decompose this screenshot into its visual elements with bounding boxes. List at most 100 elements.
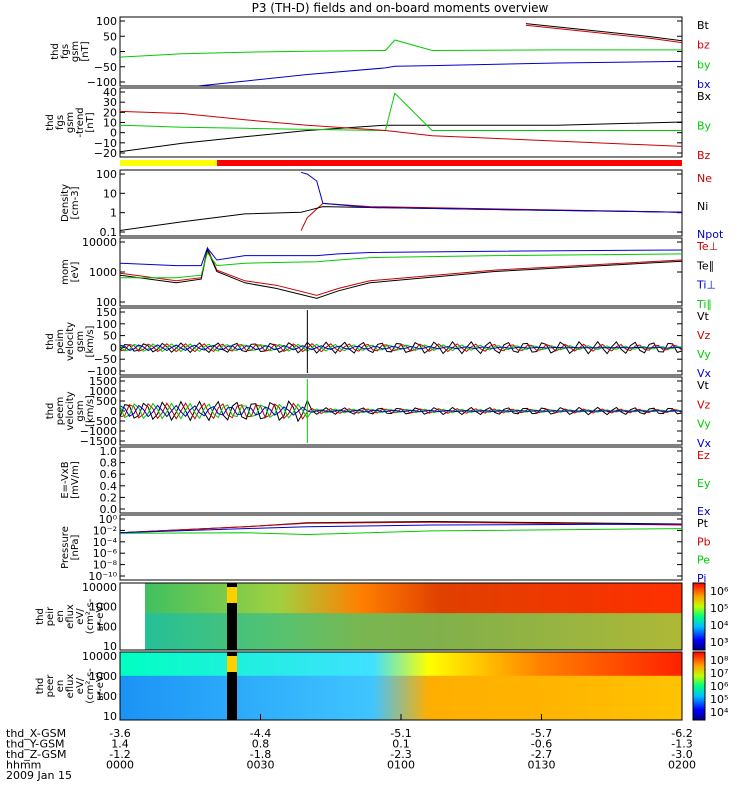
y-tick-label: 0 (110, 341, 117, 354)
legend-Ex: Ex (697, 505, 711, 518)
legend-bx: bx (697, 78, 711, 91)
y-tick-label: 10 (103, 187, 117, 200)
y-axis-label-line: -trend (75, 107, 86, 137)
series-line-by (120, 39, 682, 58)
y-axis-label-line: [nT] (80, 41, 91, 61)
y-axis-label: thd peem velocity gsm [km/s] (45, 391, 96, 430)
y-tick-label: 50 (103, 30, 117, 43)
y-axis-label: Pressure [nPa] (60, 526, 81, 569)
y-tick-label: 500 (96, 395, 117, 408)
colorbar-tick-label: 10⁴ (710, 619, 729, 632)
y-tick-label: 10⁰ (99, 513, 118, 526)
colorbar-tick-label: 10⁴ (710, 706, 729, 719)
y-tick-label: 0 (110, 405, 117, 418)
legend-Bt: Bt (697, 19, 710, 32)
y-axis-label-line: en (55, 610, 66, 623)
panel-e_vxb: 1.00.80.60.40.20.0 E=-VxB [mV/m] Ez Ey Ex (60, 445, 711, 518)
y-tick-label: 10⁻⁶ (93, 547, 118, 560)
series-group (120, 246, 682, 299)
x-row-label: hhmm (6, 759, 41, 772)
y-axis-label-line: [km/s] (85, 325, 96, 357)
series-line-Npot (300, 171, 682, 213)
x-row-label: thd_X-GSM (6, 727, 66, 740)
data-gap-bar (227, 583, 237, 650)
x-row-label: thd_Z-GSM (6, 748, 66, 761)
x-row-value: 0100 (387, 759, 415, 772)
y-axis-label-line: eflux (65, 674, 76, 699)
y-axis-label-line: peir (45, 606, 56, 626)
series-line-Te∥ (120, 248, 682, 299)
series-group (120, 171, 682, 231)
panel-frame (119, 16, 683, 87)
legend-Ti∥: Ti∥ (696, 298, 712, 311)
y-axis-label-line: (cm²-s- (85, 598, 96, 634)
series-line-Vx (120, 344, 682, 352)
y-axis-label-line: thd (45, 403, 56, 420)
y-tick-label: 10 (103, 640, 117, 653)
series-line-Te⊥ (120, 246, 682, 296)
panel-frame (119, 307, 683, 376)
x-row-label: thd_Y-GSM (6, 738, 65, 751)
y-tick-label: 50 (103, 330, 117, 343)
legend-Pt: Pt (697, 517, 709, 530)
y-tick-label: −10 (94, 137, 117, 150)
colorbar-tick-label: 10⁵ (710, 602, 728, 615)
y-tick-label: 0 (110, 46, 117, 59)
y-tick-label: 10000 (82, 236, 117, 249)
x-row-value: 0000 (106, 759, 134, 772)
legend-Bx: Bx (697, 90, 712, 103)
panel-frame (119, 446, 683, 514)
series-line-Pi (120, 523, 682, 534)
y-axis-label-line: velocity (65, 322, 76, 361)
legend-Vy: Vy (697, 348, 711, 361)
legend-Vy: Vy (697, 418, 711, 431)
y-tick-label: 0.6 (100, 468, 118, 481)
y-axis-label-line: thd (35, 678, 46, 695)
y-axis-label: thd peer en eflux eV/(cm²-s-sr-eV) (35, 668, 106, 704)
y-axis-label: thd fgs gsm [nT] (50, 41, 91, 62)
panel-frame (119, 582, 683, 651)
colorbar (692, 582, 706, 651)
series-group (120, 520, 682, 536)
y-axis-label-line: eV/ (75, 608, 86, 625)
legend-Ey: Ey (697, 477, 711, 490)
legend-by: by (697, 58, 711, 71)
x-row-value: -3.6 (109, 727, 130, 740)
status-bar-yellow (120, 160, 217, 166)
y-axis-label-line: peim (55, 329, 66, 354)
y-axis-label-line: [nPa] (70, 534, 81, 560)
y-tick-label: 100 (96, 620, 117, 633)
y-tick-label: −1500 (80, 435, 117, 448)
y-axis-label-line: thd (35, 608, 46, 625)
y-tick-label: 0.8 (100, 457, 118, 470)
date-label: 2009 Jan 15 (6, 769, 72, 782)
y-axis-label-line: gsm (75, 400, 86, 421)
series-group (120, 310, 682, 373)
panel-fgs_gsm: 100 50 0 −50 −100 thd fgs gsm [nT] Bt bz by bx (50, 15, 711, 91)
y-axis-label-line: [cm-3] (70, 186, 81, 219)
x-row-value: 1.4 (111, 738, 129, 751)
colorbar-tick-label: 10⁷ (710, 667, 728, 680)
legend-Vz: Vz (697, 398, 711, 411)
y-axis-label-line: mom (60, 259, 71, 285)
y-tick-label: −1000 (80, 425, 117, 438)
panel-peer_en_eflux: 10000 1000 100 10 thd peer en eflux eV/(cm²-s-sr… (35, 650, 729, 723)
x-row-value: -4.4 (250, 727, 271, 740)
panel-mom_temp: 10000 1000 100 mom [eV] Te⊥ Te∥ Ti⊥ Ti∥ (60, 236, 718, 311)
y-tick-label: 30 (103, 96, 117, 109)
data-gap-bar-top (227, 656, 237, 672)
y-axis-label: E=-VxB [mV/m] (60, 461, 81, 499)
panel-frame (119, 87, 683, 158)
x-row-value: -1.8 (250, 748, 271, 761)
x-row-value: -5.7 (531, 727, 552, 740)
data-gap-bar (227, 652, 237, 720)
y-tick-label: 1000 (89, 601, 117, 614)
y-tick-label: −500 (87, 415, 117, 428)
colorbar-tick-label: 10⁶ (710, 585, 729, 598)
y-tick-label: 1500 (89, 375, 117, 388)
y-axis-label-line: thd (45, 114, 56, 131)
panel-frame (119, 514, 683, 581)
legend-Vx: Vx (697, 367, 712, 380)
